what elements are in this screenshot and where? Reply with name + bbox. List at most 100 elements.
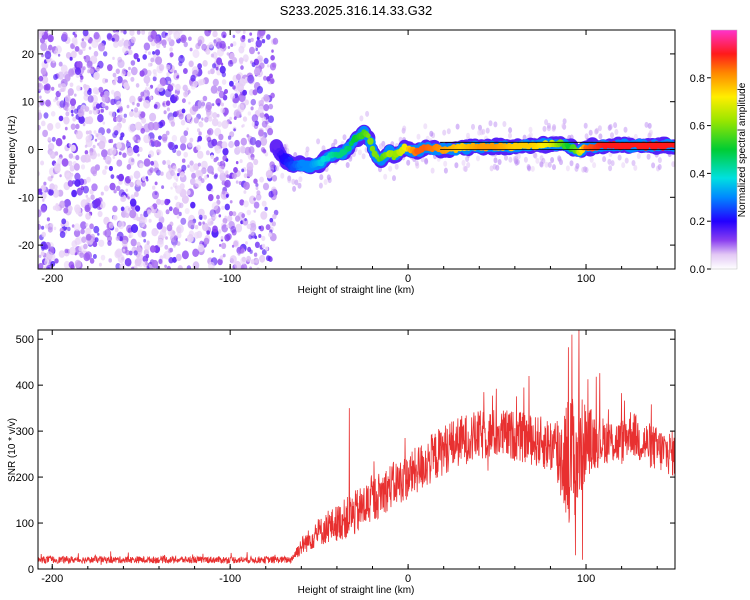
colorbar-tick-label: 0.0 [690,264,705,276]
noise-blob [164,88,172,98]
noise-blob [120,30,124,34]
noise-blob [132,101,135,106]
noise-blob [167,164,171,169]
noise-blob [259,254,266,263]
noise-blob [75,130,83,140]
ridge-haze [584,133,589,140]
noise-blob [240,65,244,70]
noise-blob [162,160,167,165]
noise-blob [234,139,240,147]
noise-blob [117,40,124,47]
noise-blob [268,103,274,110]
noise-blob [71,224,75,228]
noise-blob [63,116,70,125]
noise-blob [71,240,78,248]
noise-blob [221,190,226,195]
noise-blob [190,178,196,186]
noise-blob [108,222,114,229]
noise-blob [130,60,136,66]
noise-blob [38,82,44,91]
colorbar-gradient [711,30,737,269]
noise-blob [69,98,77,106]
noise-blob [126,140,129,144]
noise-blob [153,140,160,148]
noise-blob [63,207,69,214]
noise-blob [236,146,240,151]
noise-blob [53,98,57,103]
noise-blob [247,111,251,116]
noise-blob [187,90,191,94]
noise-blob [121,118,126,124]
noise-blob [143,134,151,144]
y-tick-label: 0 [28,145,34,157]
noise-blob [146,209,152,216]
noise-blob [108,258,112,263]
noise-blob [219,170,225,176]
noise-blob [116,159,123,167]
noise-blob [187,219,195,229]
noise-blob [58,61,63,67]
noise-blob [103,51,108,57]
noise-blob [263,75,267,81]
noise-blob [213,157,218,163]
noise-blob [108,111,113,116]
noise-blob [78,246,83,252]
noise-blob [40,160,45,166]
noise-blob [170,186,173,190]
noise-blob [230,93,236,100]
noise-blob [268,232,273,238]
noise-blob [192,248,200,257]
noise-blob [46,217,51,222]
noise-blob [272,189,278,196]
noise-blob [53,162,61,172]
noise-blob [202,221,205,225]
ridge-haze [552,164,556,171]
noise-blob [158,135,162,141]
noise-blob [218,214,222,218]
noise-blob [249,222,257,232]
noise-blob [85,222,89,227]
noise-blob [133,53,139,60]
noise-blob [204,175,208,180]
noise-blob [190,74,196,82]
noise-blob [71,189,77,198]
noise-blob [213,174,218,180]
noise-blob [76,61,83,69]
ridge-haze [298,176,303,183]
noise-blob [97,232,100,236]
noise-blob [137,95,143,103]
noise-blob [97,210,103,218]
noise-blob [198,39,203,45]
noise-blob [111,37,115,42]
noise-blob [235,180,239,184]
noise-blob [243,181,250,190]
noise-blob [84,204,91,213]
noise-blob [251,114,259,123]
ridge-haze [565,165,570,172]
noise-blob [230,43,234,47]
noise-blob [176,232,182,239]
noise-blob [148,31,152,36]
noise-blob [210,154,214,159]
ridge-haze [574,165,579,172]
noise-blob [201,160,208,170]
ridge-haze [508,132,512,139]
noise-blob [80,221,87,230]
noise-blob [143,238,147,243]
ridge-haze [636,153,641,159]
noise-blob [67,205,73,212]
noise-blob [93,225,100,234]
noise-blob [194,178,202,188]
ridge-haze [544,161,549,168]
noise-blob [197,135,203,142]
noise-blob [148,51,151,55]
noise-blob [178,55,185,64]
noise-blob [229,121,232,125]
noise-blob [90,166,98,175]
noise-blob [139,163,144,169]
noise-blob [84,150,89,155]
x-tick-label: -100 [219,273,241,285]
noise-blob [156,198,162,205]
noise-blob [255,39,262,48]
